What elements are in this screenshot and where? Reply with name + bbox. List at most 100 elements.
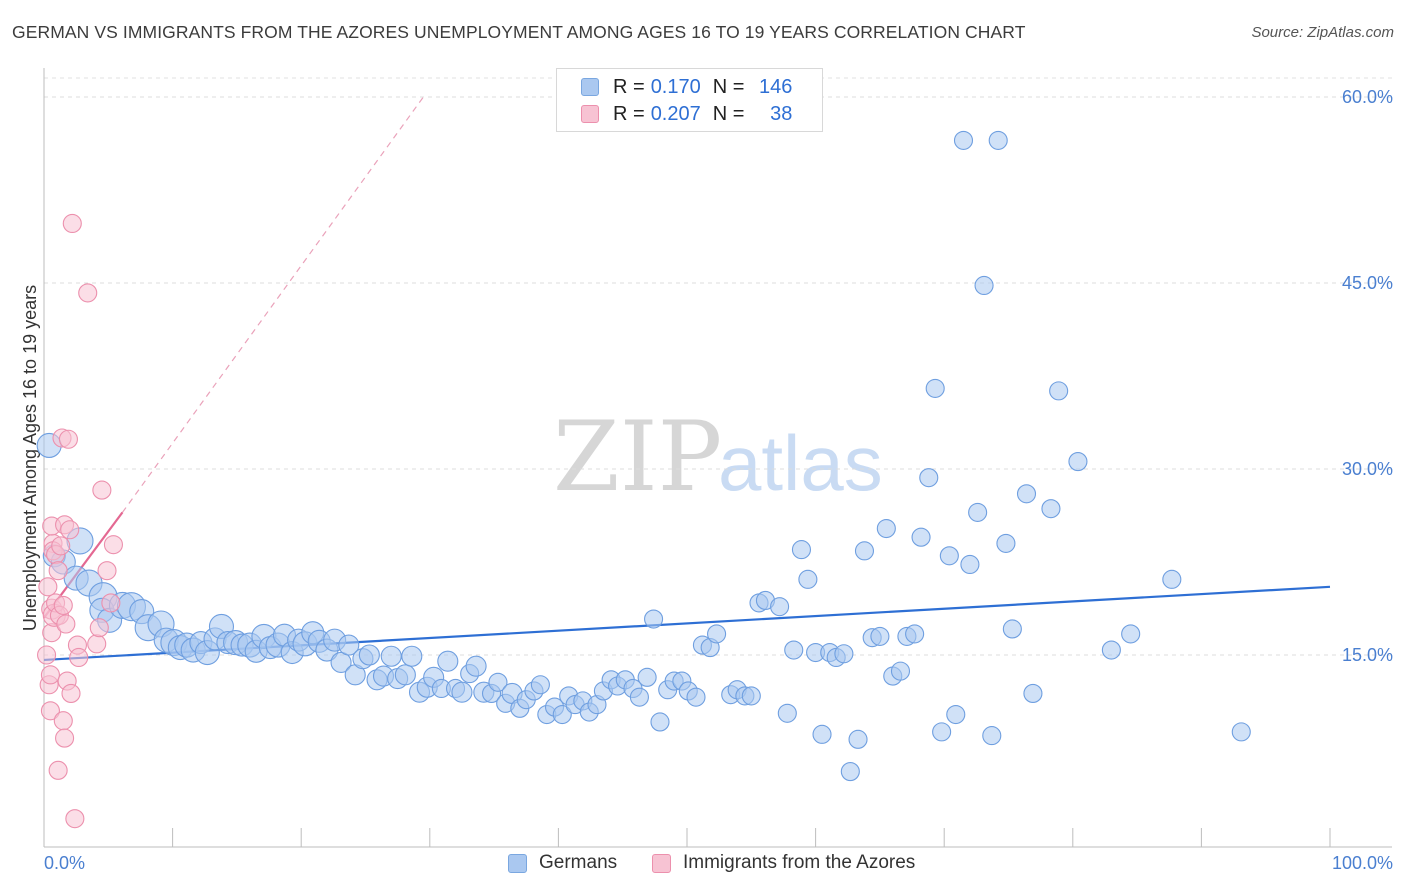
- point-germans: [840, 762, 860, 782]
- point-germans: [465, 655, 487, 677]
- watermark-zip: ZIP: [553, 401, 722, 513]
- point-azores: [40, 665, 60, 685]
- point-germans: [1162, 569, 1182, 589]
- point-azores: [61, 683, 81, 703]
- legend-row-germans: R = 0.170 N = 146: [581, 74, 792, 100]
- tick-labels: 15.0% 30.0% 45.0% 60.0% 0.0% 100.0%: [44, 87, 1393, 873]
- point-germans: [939, 546, 959, 566]
- point-germans: [552, 704, 572, 725]
- point-germans: [686, 687, 706, 707]
- point-germans: [919, 468, 939, 488]
- point-germans: [530, 675, 550, 695]
- legend-n-label: N =: [712, 102, 745, 125]
- point-germans: [1231, 722, 1251, 742]
- y-tick-label: 15.0%: [1342, 645, 1393, 665]
- x-tick-label-min: 0.0%: [44, 853, 85, 873]
- point-germans: [1121, 624, 1141, 644]
- point-azores: [55, 728, 75, 748]
- point-azores: [38, 577, 58, 597]
- point-germans: [932, 722, 952, 742]
- point-germans: [812, 724, 832, 744]
- point-azores: [103, 535, 123, 555]
- point-germans: [1068, 452, 1088, 472]
- point-germans: [637, 667, 657, 687]
- point-germans: [854, 541, 875, 561]
- point-germans: [338, 634, 360, 656]
- source-label: Source: ZipAtlas.com: [1251, 24, 1394, 41]
- legend-r-value: 0.207: [650, 102, 701, 125]
- point-germans: [834, 644, 854, 664]
- point-germans: [848, 729, 868, 749]
- point-germans: [876, 518, 896, 539]
- point-germans: [974, 275, 994, 296]
- legend-n-value: 146: [759, 75, 793, 98]
- legend-r-label: R =: [613, 75, 645, 98]
- point-azores: [78, 283, 98, 303]
- point-germans: [996, 533, 1016, 553]
- point-azores: [65, 809, 85, 829]
- point-germans: [1002, 619, 1022, 639]
- point-germans: [358, 644, 380, 666]
- y-tick-label: 45.0%: [1342, 273, 1393, 293]
- point-azores: [40, 701, 60, 721]
- point-azores: [56, 614, 76, 634]
- point-azores: [89, 618, 109, 638]
- gridlines: [44, 77, 1392, 656]
- legend-row-azores: R = 0.207 N = 38: [581, 101, 792, 127]
- point-azores: [60, 520, 80, 540]
- watermark-atlas: atlas: [718, 419, 883, 507]
- y-tick-label: 60.0%: [1342, 87, 1393, 107]
- point-germans: [870, 626, 890, 646]
- point-germans: [644, 609, 664, 629]
- series-swatch-azores: [652, 853, 671, 873]
- point-germans: [905, 624, 925, 644]
- data-points: [36, 130, 1251, 829]
- point-germans: [770, 597, 790, 617]
- point-germans: [330, 651, 352, 673]
- legend-r-value: 0.170: [650, 75, 701, 98]
- point-germans: [1049, 381, 1069, 401]
- point-azores: [53, 711, 73, 731]
- point-germans: [1016, 484, 1037, 504]
- point-germans: [988, 130, 1008, 150]
- point-azores: [92, 480, 112, 500]
- series-azores: [37, 213, 123, 829]
- point-germans: [488, 672, 508, 692]
- point-germans: [650, 712, 670, 732]
- legend-n-value: 38: [770, 102, 793, 125]
- point-germans: [1023, 683, 1043, 703]
- point-germans: [960, 554, 980, 575]
- y-axis-label: Unemployment Among Ages 16 to 19 years: [20, 285, 40, 631]
- point-azores: [97, 561, 117, 581]
- legend-swatch-germans: [581, 78, 599, 96]
- point-azores: [48, 561, 68, 581]
- series-label-azores: Immigrants from the Azores: [683, 852, 916, 873]
- series-germans: [36, 130, 1251, 782]
- series-legend-azores[interactable]: Immigrants from the Azores: [652, 852, 915, 874]
- point-germans: [1041, 499, 1061, 519]
- watermark: ZIP atlas: [553, 401, 883, 513]
- point-germans: [380, 645, 402, 667]
- point-azores: [87, 634, 107, 654]
- point-germans: [982, 726, 1002, 746]
- point-germans: [946, 704, 966, 725]
- point-azores: [101, 593, 121, 613]
- y-tick-label: 30.0%: [1342, 459, 1393, 479]
- point-azores: [69, 647, 89, 668]
- point-germans: [741, 686, 761, 706]
- point-azores: [58, 429, 78, 449]
- point-germans: [1101, 640, 1121, 660]
- point-azores: [62, 213, 82, 234]
- point-germans: [437, 650, 459, 672]
- point-germans: [784, 640, 804, 660]
- point-germans: [629, 687, 649, 707]
- series-legend-germans[interactable]: Germans: [508, 852, 617, 874]
- point-germans: [798, 569, 818, 589]
- point-azores: [48, 760, 68, 780]
- point-germans: [953, 130, 974, 150]
- point-germans: [401, 645, 423, 667]
- point-azores: [37, 645, 57, 665]
- legend-n-label: N =: [712, 75, 745, 98]
- point-germans: [890, 661, 911, 681]
